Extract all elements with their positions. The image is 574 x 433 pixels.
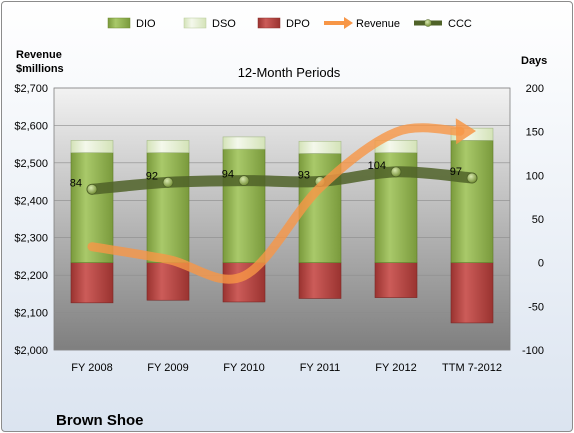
x-axis-ticks: FY 2008 FY 2009 FY 2010 FY 2011 FY 2012 TTM 7…: [71, 362, 502, 374]
bar-dio: [146, 152, 190, 263]
ccc-data-label: 97: [450, 166, 462, 178]
bar-dso: [70, 140, 114, 153]
right-tick-label: 50: [532, 214, 544, 226]
right-tick-label: 100: [526, 170, 544, 182]
right-axis-label: Days: [521, 55, 547, 67]
ccc-point: [238, 175, 250, 186]
bar-dso: [298, 140, 342, 154]
ccc-line: [86, 166, 478, 195]
bar-dio: [222, 148, 266, 263]
bar-dpo: [146, 262, 190, 301]
legend-label-revenue: Revenue: [356, 18, 400, 30]
x-tick-label: FY 2008: [71, 362, 112, 374]
legend-item-revenue: Revenue: [324, 17, 400, 30]
left-tick-label: $2,500: [14, 158, 48, 170]
ccc-point: [86, 183, 98, 195]
ccc-data-labels: 84 92 94 93 104 97: [70, 160, 462, 189]
legend-item-dso: DSO: [183, 17, 236, 30]
company-name: Brown Shoe: [56, 412, 144, 429]
left-tick-label: $2,300: [14, 233, 48, 245]
ccc-data-label: 93: [298, 169, 310, 181]
revenue-arrowhead: [455, 118, 476, 145]
left-tick-label: $2,100: [14, 308, 48, 320]
x-tick-label: FY 2011: [300, 362, 341, 374]
left-tick-label: $2,700: [14, 83, 48, 95]
ccc-data-label: 92: [146, 170, 158, 182]
right-tick-label: -100: [522, 345, 544, 357]
x-tick-label: FY 2009: [147, 362, 188, 374]
ccc-data-label: 94: [222, 169, 234, 181]
x-tick-label: FY 2010: [223, 362, 264, 374]
bar-dio: [450, 140, 494, 263]
bar-dpo: [450, 262, 494, 324]
legend-label-ccc: CCC: [448, 18, 472, 30]
right-tick-label: 0: [538, 258, 544, 270]
legend-item-dpo: DPO: [257, 17, 310, 30]
ccc-point: [466, 172, 478, 184]
ccc-data-label: 104: [368, 160, 386, 172]
legend: DIO DSO DPO Revenue CCC: [107, 17, 472, 30]
legend-item-ccc: CCC: [414, 18, 472, 30]
right-axis-ticks: -100 -50 0 50 100 150 200: [522, 83, 544, 357]
bar-dpo: [298, 262, 342, 299]
legend-label-dpo: DPO: [286, 18, 310, 30]
right-tick-label: 150: [526, 127, 544, 139]
ccc-point: [390, 166, 402, 178]
x-tick-label: TTM 7-2012: [442, 362, 502, 374]
legend-label-dio: DIO: [136, 18, 156, 30]
left-tick-label: $2,400: [14, 195, 48, 207]
left-tick-label: $2,600: [14, 120, 48, 132]
revenue-line: [87, 123, 465, 284]
left-axis-label-line2: $millions: [16, 63, 64, 75]
left-tick-label: $2,200: [14, 270, 48, 282]
bar-dpo: [374, 262, 418, 298]
x-tick-label: FY 2012: [375, 362, 416, 374]
ccc-data-label: 84: [70, 177, 82, 189]
left-tick-label: $2,000: [14, 345, 48, 357]
chart-title: 12-Month Periods: [238, 65, 341, 80]
lines: [86, 118, 478, 284]
ccc-point: [162, 176, 174, 188]
bar-dso: [146, 140, 190, 153]
right-tick-label: 200: [526, 83, 544, 95]
left-axis-label-line1: Revenue: [16, 49, 62, 61]
legend-item-dio: DIO: [107, 17, 156, 30]
left-axis-ticks: $2,000 $2,100 $2,200 $2,300 $2,400 $2,500 $2,6…: [14, 83, 48, 357]
right-tick-label: -50: [528, 301, 544, 313]
legend-label-dso: DSO: [212, 18, 236, 30]
bar-dso: [222, 136, 266, 150]
bar-dpo: [70, 262, 114, 304]
